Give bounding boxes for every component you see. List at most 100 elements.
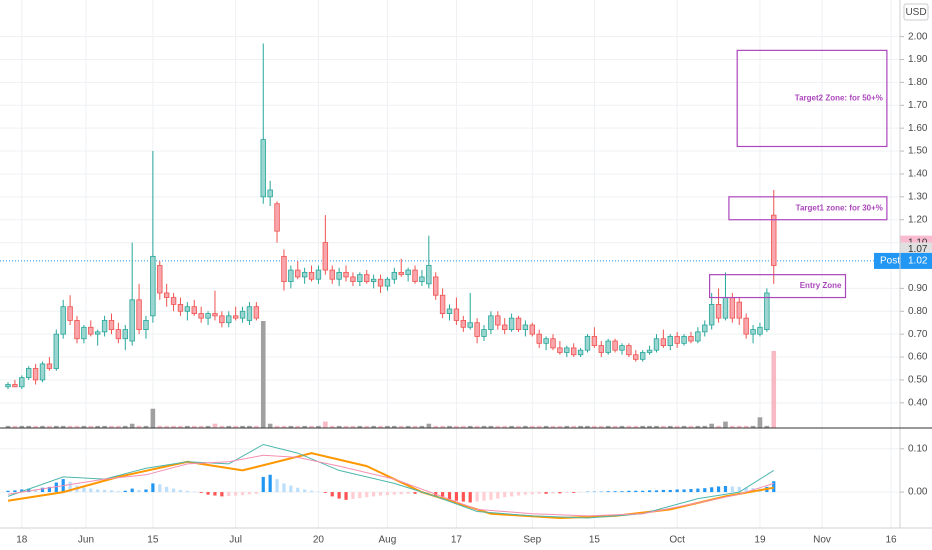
volume-bar	[771, 350, 777, 428]
candle-body	[529, 324, 536, 335]
histogram-bar	[627, 490, 631, 493]
candle-body	[301, 271, 308, 278]
candle-body	[446, 308, 453, 314]
histogram-bar	[20, 489, 24, 493]
histogram-bar	[40, 487, 45, 493]
candle-body	[605, 340, 611, 353]
histogram-bar	[503, 492, 507, 498]
volume-bar	[619, 425, 625, 428]
histogram-bar	[613, 491, 617, 493]
candle-body	[329, 269, 335, 280]
volume-bar	[329, 425, 335, 428]
y-tick-label: 0.70	[908, 329, 928, 340]
volume-bar	[233, 425, 238, 428]
volume-bar	[288, 425, 294, 428]
volume-bar	[516, 425, 521, 428]
candle-body	[674, 336, 680, 344]
histogram-bar	[33, 489, 38, 493]
volume-bar	[129, 423, 135, 428]
histogram-bar	[158, 484, 162, 493]
candle-body	[288, 269, 294, 282]
candle-body	[667, 336, 673, 347]
volume-bar	[5, 425, 11, 428]
candle-body	[750, 329, 756, 335]
volume-bar	[405, 425, 411, 428]
volume-bar	[323, 421, 328, 428]
x-tick-label: Jun	[78, 535, 94, 546]
candle-body	[281, 255, 287, 282]
histogram-bar	[123, 490, 127, 493]
candle-body	[370, 278, 377, 282]
histogram-bar	[475, 492, 479, 502]
currency-box[interactable]	[903, 3, 929, 21]
candle-body	[702, 324, 708, 333]
volume-bar	[495, 425, 501, 428]
y-tick-label: 0.90	[908, 283, 928, 294]
candle-body	[715, 304, 722, 319]
histogram-bar	[558, 492, 562, 494]
candle-body	[398, 271, 404, 276]
candle-body	[232, 315, 239, 319]
candle-body	[260, 139, 266, 198]
x-tick-label: 18	[16, 535, 28, 546]
histogram-bar	[303, 489, 307, 493]
volume-bar	[33, 425, 38, 428]
volume-bar	[426, 423, 432, 428]
histogram-bar	[378, 492, 383, 496]
volume-bar	[74, 425, 80, 428]
candle-body	[336, 271, 342, 280]
volume-bar	[605, 425, 611, 428]
histogram-bar	[234, 492, 238, 496]
volume-bar	[316, 425, 321, 428]
histogram-bar	[220, 492, 224, 497]
volume-bar	[19, 425, 25, 428]
histogram-bar	[109, 490, 114, 493]
candle-body	[5, 384, 11, 388]
x-tick-label: 16	[885, 535, 897, 546]
volume-bar	[122, 425, 128, 428]
volume-bar	[219, 425, 225, 428]
currency: USD	[905, 7, 926, 18]
volume-bar	[26, 425, 31, 428]
histogram-bar	[413, 492, 417, 494]
volume-bar	[585, 425, 590, 428]
volume-bar	[350, 425, 356, 428]
candle-body	[391, 271, 398, 280]
candle-body	[722, 297, 729, 319]
zone-box	[728, 196, 888, 221]
histogram-bar	[454, 492, 459, 501]
y-tick-label: 1.30	[908, 191, 928, 202]
volume-bar	[647, 425, 652, 428]
zone-label: Target2 Zone: for 50+%	[795, 94, 883, 103]
volume-bar	[598, 425, 604, 428]
candle-body	[267, 189, 273, 198]
histogram-bar	[296, 487, 300, 493]
indicator-line	[7, 443, 775, 519]
candle-body	[205, 313, 211, 319]
volume-bar	[695, 425, 701, 428]
volume-bar	[198, 425, 204, 428]
volume-bar	[81, 425, 87, 428]
candle-body	[743, 317, 749, 335]
candle-body	[564, 347, 570, 353]
volume-bar	[488, 425, 494, 428]
histogram-bar	[330, 492, 334, 497]
candle-body	[219, 315, 225, 324]
zone-label: Target1 zone: for 30+%	[796, 203, 883, 212]
candle-body	[474, 322, 480, 337]
histogram-bar	[358, 492, 362, 499]
candle-body	[639, 352, 646, 360]
volume-bar	[536, 425, 542, 428]
candle-body	[198, 313, 204, 319]
histogram-bar	[54, 482, 58, 493]
y-tick-label: 1.20	[908, 214, 928, 225]
x-tick-label: Aug	[379, 535, 397, 546]
histogram-bar	[468, 492, 472, 503]
histogram-bar	[392, 492, 396, 495]
histogram-bar	[227, 492, 231, 496]
volume-bar	[157, 425, 163, 428]
histogram-bar	[606, 491, 610, 493]
candle-body	[60, 306, 66, 335]
histogram-bar	[130, 488, 134, 493]
volume-bar	[447, 425, 452, 428]
